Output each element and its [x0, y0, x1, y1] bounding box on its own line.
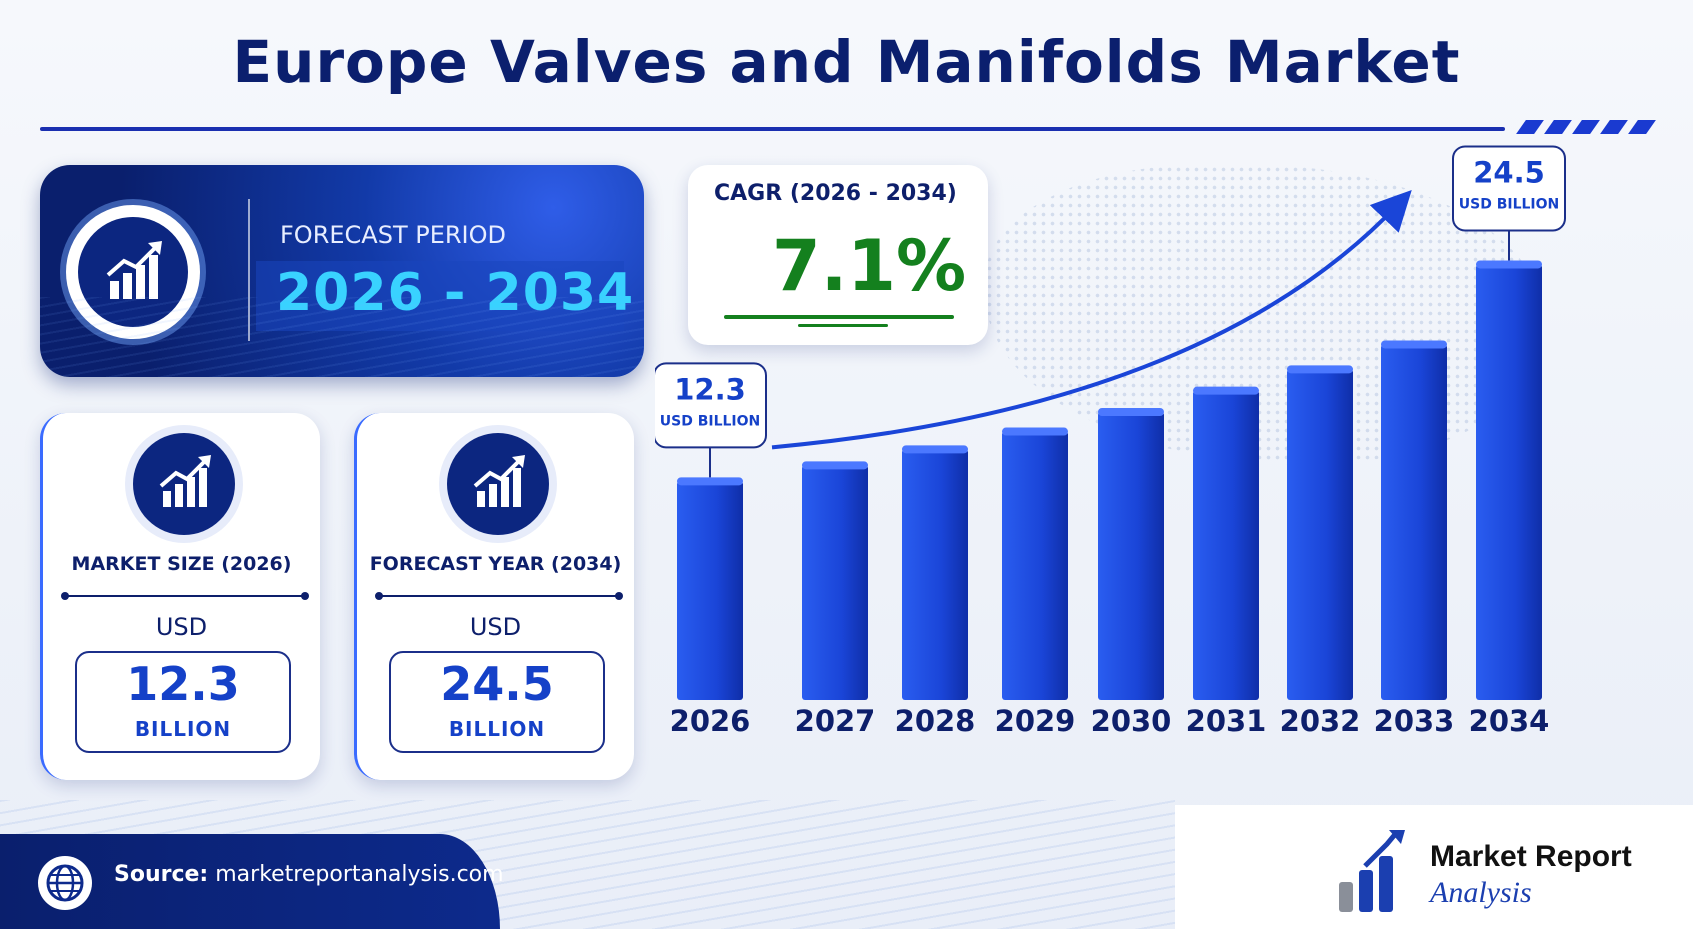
- bar-2030: [1098, 412, 1164, 700]
- bar-2028: [902, 449, 968, 700]
- bar-top-2026: [677, 477, 743, 486]
- x-tick-label: 2033: [1374, 704, 1455, 738]
- callout-value: 12.3: [674, 372, 746, 406]
- forecast-divider: [248, 199, 250, 341]
- card-divider: [375, 592, 623, 600]
- bar-2033: [1381, 344, 1447, 700]
- bar-top-2033: [1381, 340, 1447, 349]
- bar-2026: [677, 481, 743, 700]
- brand-logo-icon: [1339, 830, 1405, 912]
- brand-logo-area: [1175, 805, 1693, 929]
- bar-2034: [1476, 264, 1542, 700]
- cagr-card: CAGR (2026 - 2034) 7.1%: [688, 165, 988, 345]
- x-tick-label: 2032: [1280, 704, 1361, 738]
- bar-2027: [802, 465, 868, 700]
- bar-2031: [1193, 390, 1259, 700]
- callout-2034: 24.5 USD BILLION: [1452, 145, 1566, 261]
- forecast-period-label: FORECAST PERIOD: [280, 221, 506, 249]
- cagr-underline: [724, 315, 954, 319]
- page-title: Europe Valves and Manifolds Market: [232, 28, 1461, 96]
- world-map-background: [985, 165, 1545, 465]
- bar-top-2030: [1098, 408, 1164, 416]
- forecast-period-card: FORECAST PERIOD 2026 - 2034: [40, 165, 644, 377]
- x-tick-label: 2028: [895, 704, 976, 738]
- bar-top-2031: [1193, 386, 1259, 395]
- forecast-year-label: FORECAST YEAR (2034): [369, 553, 622, 575]
- callout-box: [1452, 145, 1566, 232]
- x-tick-label: 2031: [1186, 704, 1267, 738]
- bar-2029: [1002, 431, 1068, 700]
- forecast-year-card: FORECAST YEAR (2034) USD 24.5 BILLION: [354, 413, 634, 780]
- market-size-card: MARKET SIZE (2026) USD 12.3 BILLION: [40, 413, 320, 780]
- bar-top-2027: [802, 461, 868, 470]
- brand-logo-title: Market Report: [1430, 840, 1632, 873]
- market-size-unit: USD: [155, 613, 208, 641]
- forecast-period-years: 2026 - 2034: [276, 263, 635, 323]
- source-line: Source: marketreportanalysis.com: [114, 862, 504, 887]
- cagr-value: 7.1%: [772, 225, 967, 307]
- growth-chart-icon: [78, 217, 188, 327]
- globe-icon: [38, 856, 92, 910]
- market-size-label: MARKET SIZE (2026): [71, 553, 292, 575]
- cagr-underline-short: [798, 324, 888, 327]
- title-divider: [40, 127, 1505, 131]
- trend-arrow: [771, 189, 1412, 450]
- x-tick-label: 2026: [670, 704, 751, 738]
- bar-top-2032: [1287, 365, 1353, 374]
- card-divider: [61, 592, 309, 600]
- callout-value: 24.5: [1473, 155, 1545, 189]
- forecast-year-scale: BILLION: [448, 717, 546, 741]
- x-tick-label: 2029: [995, 704, 1076, 738]
- x-tick-label: 2027: [795, 704, 876, 738]
- chart-canvas: 2026 2027 2028 2029 2030 2031 2032 2033 2034 12.3…: [655, 145, 1566, 738]
- bar-top-2029: [1002, 427, 1068, 436]
- growth-chart-icon: [133, 433, 235, 535]
- bar-top-2028: [902, 445, 968, 454]
- bar-2032: [1287, 369, 1353, 700]
- x-tick-label: 2030: [1091, 704, 1172, 738]
- bar-chart: 2026 2027 2028 2029 2030 2031 2032 2033 2034 12.3…: [655, 140, 1685, 800]
- callout-box: [655, 362, 767, 449]
- callout-unit: USD BILLION: [1459, 196, 1560, 212]
- source-label: Source:: [114, 862, 209, 887]
- cagr-label: CAGR (2026 - 2034): [714, 181, 957, 206]
- callout-2026: 12.3 USD BILLION: [655, 362, 767, 478]
- brand-logo-subtitle: Analysis: [1430, 876, 1532, 909]
- market-size-value-box: 12.3 BILLION: [75, 651, 291, 753]
- forecast-year-value: 24.5: [440, 657, 554, 711]
- market-size-value: 12.3: [126, 657, 240, 711]
- forecast-year-unit: USD: [469, 613, 522, 641]
- callout-unit: USD BILLION: [660, 413, 761, 429]
- growth-chart-icon: [447, 433, 549, 535]
- market-size-scale: BILLION: [134, 717, 232, 741]
- bar-top-2034: [1476, 260, 1542, 269]
- source-url[interactable]: marketreportanalysis.com: [215, 862, 504, 887]
- x-tick-label: 2034: [1469, 704, 1550, 738]
- forecast-icon-ring: [66, 205, 200, 339]
- forecast-year-value-box: 24.5 BILLION: [389, 651, 605, 753]
- title-dash-accent: [1515, 120, 1656, 136]
